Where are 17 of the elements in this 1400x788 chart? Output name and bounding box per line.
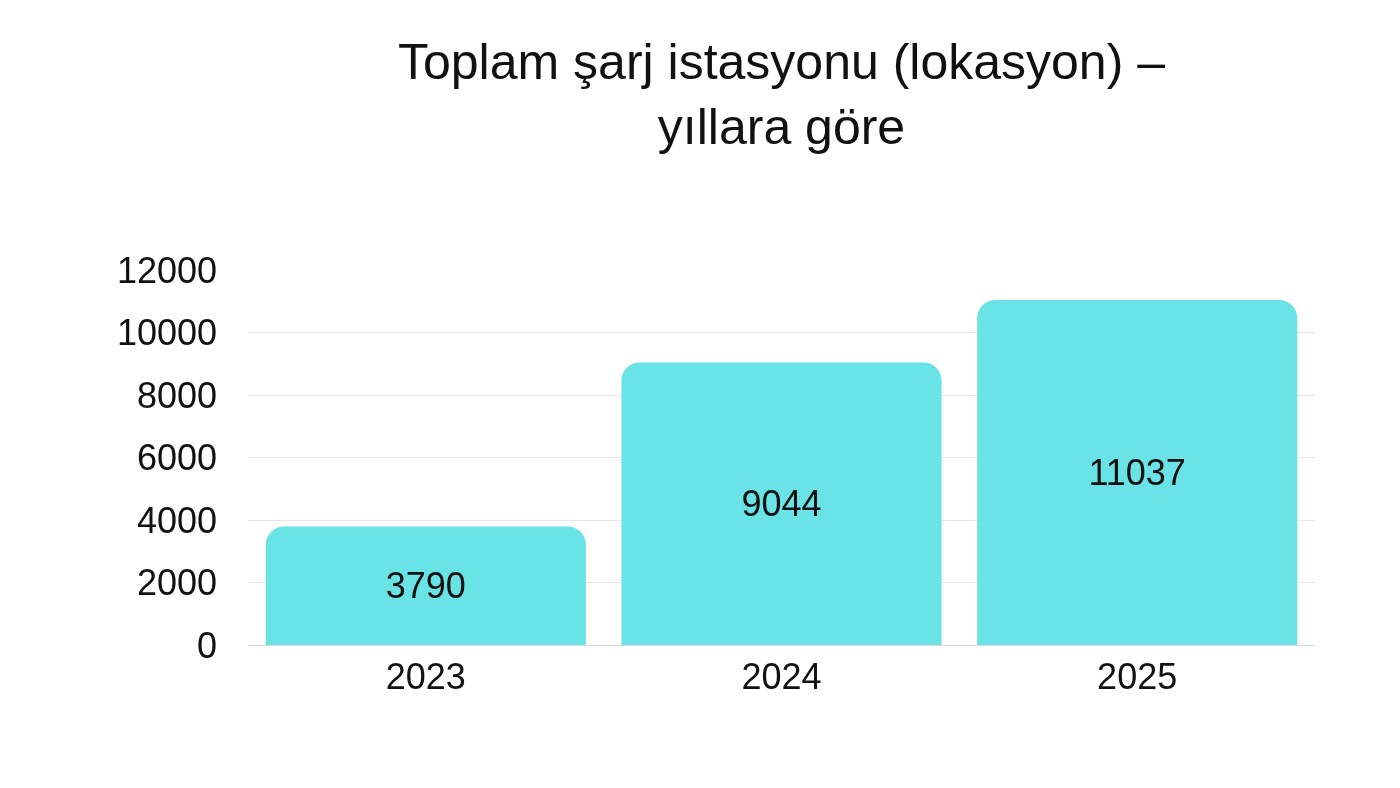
data-label: 9044 <box>741 483 822 525</box>
x-tick-label: 2023 <box>385 656 466 698</box>
y-tick-label: 8000 <box>136 374 217 416</box>
y-tick-label: 2000 <box>136 562 217 604</box>
y-tick-label: 4000 <box>136 499 217 541</box>
bar <box>265 526 586 645</box>
bar <box>621 362 942 645</box>
y-tick-label: 0 <box>196 624 217 666</box>
data-label: 3790 <box>385 565 466 607</box>
y-tick-label: 6000 <box>136 437 217 479</box>
data-label: 11037 <box>1088 452 1186 494</box>
x-tick-label: 2025 <box>1097 656 1178 698</box>
bar <box>977 300 1298 645</box>
y-tick-label: 12000 <box>116 249 217 291</box>
x-tick-label: 2024 <box>741 656 822 698</box>
y-tick-label: 10000 <box>116 312 217 354</box>
chart-title: Toplam şarj istasyonu (lokasyon) – yıllara göre <box>398 33 1166 155</box>
